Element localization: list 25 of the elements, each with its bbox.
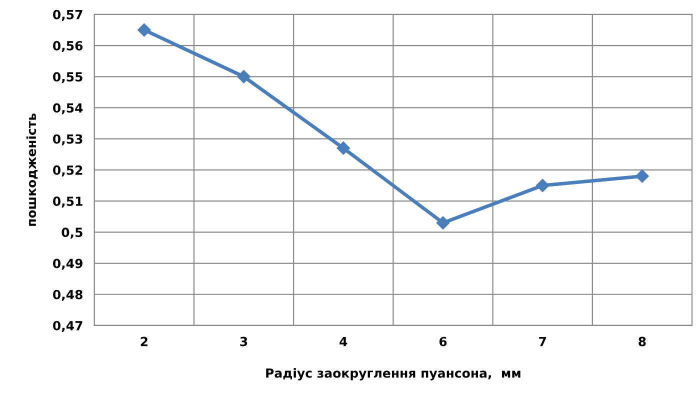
- y-tick-label: 0,51: [53, 196, 82, 208]
- x-tick-label: 3: [240, 336, 248, 346]
- point: [237, 70, 250, 84]
- y-tick-label: 0,57: [53, 10, 82, 21]
- point: [436, 216, 450, 230]
- x-tick-label: 4: [340, 336, 348, 346]
- y-tick-label: 0,48: [53, 290, 82, 301]
- y-tick-label: 0,54: [53, 103, 83, 114]
- y-tick-label: 0,5: [62, 228, 82, 239]
- y-axis-title: пошкодженість: [26, 113, 38, 226]
- y-tick-label: 0,52: [53, 165, 82, 176]
- y-tick-label: 0,55: [53, 72, 82, 84]
- x-tick-label: 6: [439, 336, 447, 346]
- point: [636, 170, 649, 183]
- point: [336, 142, 350, 155]
- y-tick-label: 0,47: [53, 320, 82, 332]
- y-tick-label: 0,53: [53, 134, 82, 146]
- x-tick-label: 2: [140, 336, 148, 346]
- x-axis-title: Радіус заокруглення пуансона, мм: [266, 368, 520, 380]
- y-tick-label: 0,49: [53, 258, 82, 270]
- point: [138, 23, 151, 37]
- x-tick-label: 7: [539, 336, 546, 346]
- x-tick-label: 8: [638, 336, 646, 346]
- point: [536, 178, 550, 192]
- y-tick-label: 0,56: [53, 41, 83, 52]
